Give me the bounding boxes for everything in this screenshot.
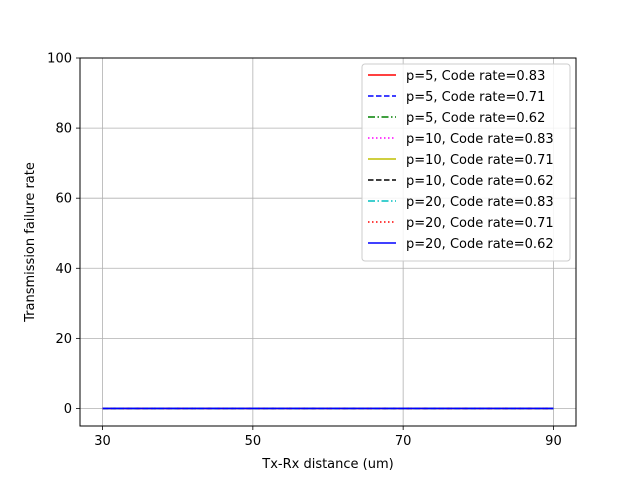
legend-item: p=20, Code rate=0.62 — [368, 237, 554, 252]
y-tick-label: 0 — [64, 402, 72, 417]
legend-item: p=20, Code rate=0.83 — [368, 195, 554, 210]
x-tick-label: 90 — [545, 434, 562, 449]
legend-item: p=10, Code rate=0.71 — [368, 153, 554, 168]
legend-label: p=10, Code rate=0.71 — [406, 153, 554, 168]
legend-item: p=5, Code rate=0.83 — [368, 69, 545, 84]
legend-label: p=10, Code rate=0.62 — [406, 174, 554, 189]
legend-label: p=5, Code rate=0.71 — [406, 90, 545, 105]
legend-label: p=5, Code rate=0.62 — [406, 111, 545, 126]
legend-item: p=5, Code rate=0.71 — [368, 90, 545, 105]
y-tick-label: 100 — [47, 52, 72, 67]
legend-item: p=5, Code rate=0.62 — [368, 111, 545, 126]
legend-label: p=20, Code rate=0.71 — [406, 216, 554, 231]
legend-item: p=20, Code rate=0.71 — [368, 216, 554, 231]
y-tick-label: 40 — [55, 262, 72, 277]
plot-area-frame — [79, 57, 577, 427]
legend-box — [361, 63, 571, 262]
legend-label: p=5, Code rate=0.83 — [406, 69, 545, 84]
x-tick-label: 50 — [245, 434, 262, 449]
legend-item: p=10, Code rate=0.83 — [368, 132, 554, 147]
y-tick-label: 80 — [55, 122, 72, 137]
legend-label: p=20, Code rate=0.62 — [406, 237, 554, 252]
x-tick-label: 30 — [94, 434, 111, 449]
axis-ticks: 30 50 70 90 0 20 40 60 80 100 — [47, 52, 562, 450]
legend-label: p=20, Code rate=0.83 — [406, 195, 554, 210]
y-tick-label: 20 — [55, 332, 72, 347]
x-tick-label: 70 — [395, 434, 412, 449]
legend-label: p=10, Code rate=0.83 — [406, 132, 554, 147]
legend: p=5, Code rate=0.83 p=5, Code rate=0.71 p=… — [361, 63, 571, 262]
y-axis-label: Transmission failure rate — [23, 162, 38, 323]
x-axis-label: Tx-Rx distance (um) — [261, 457, 393, 472]
legend-item: p=10, Code rate=0.62 — [368, 174, 554, 189]
y-tick-label: 60 — [55, 192, 72, 207]
